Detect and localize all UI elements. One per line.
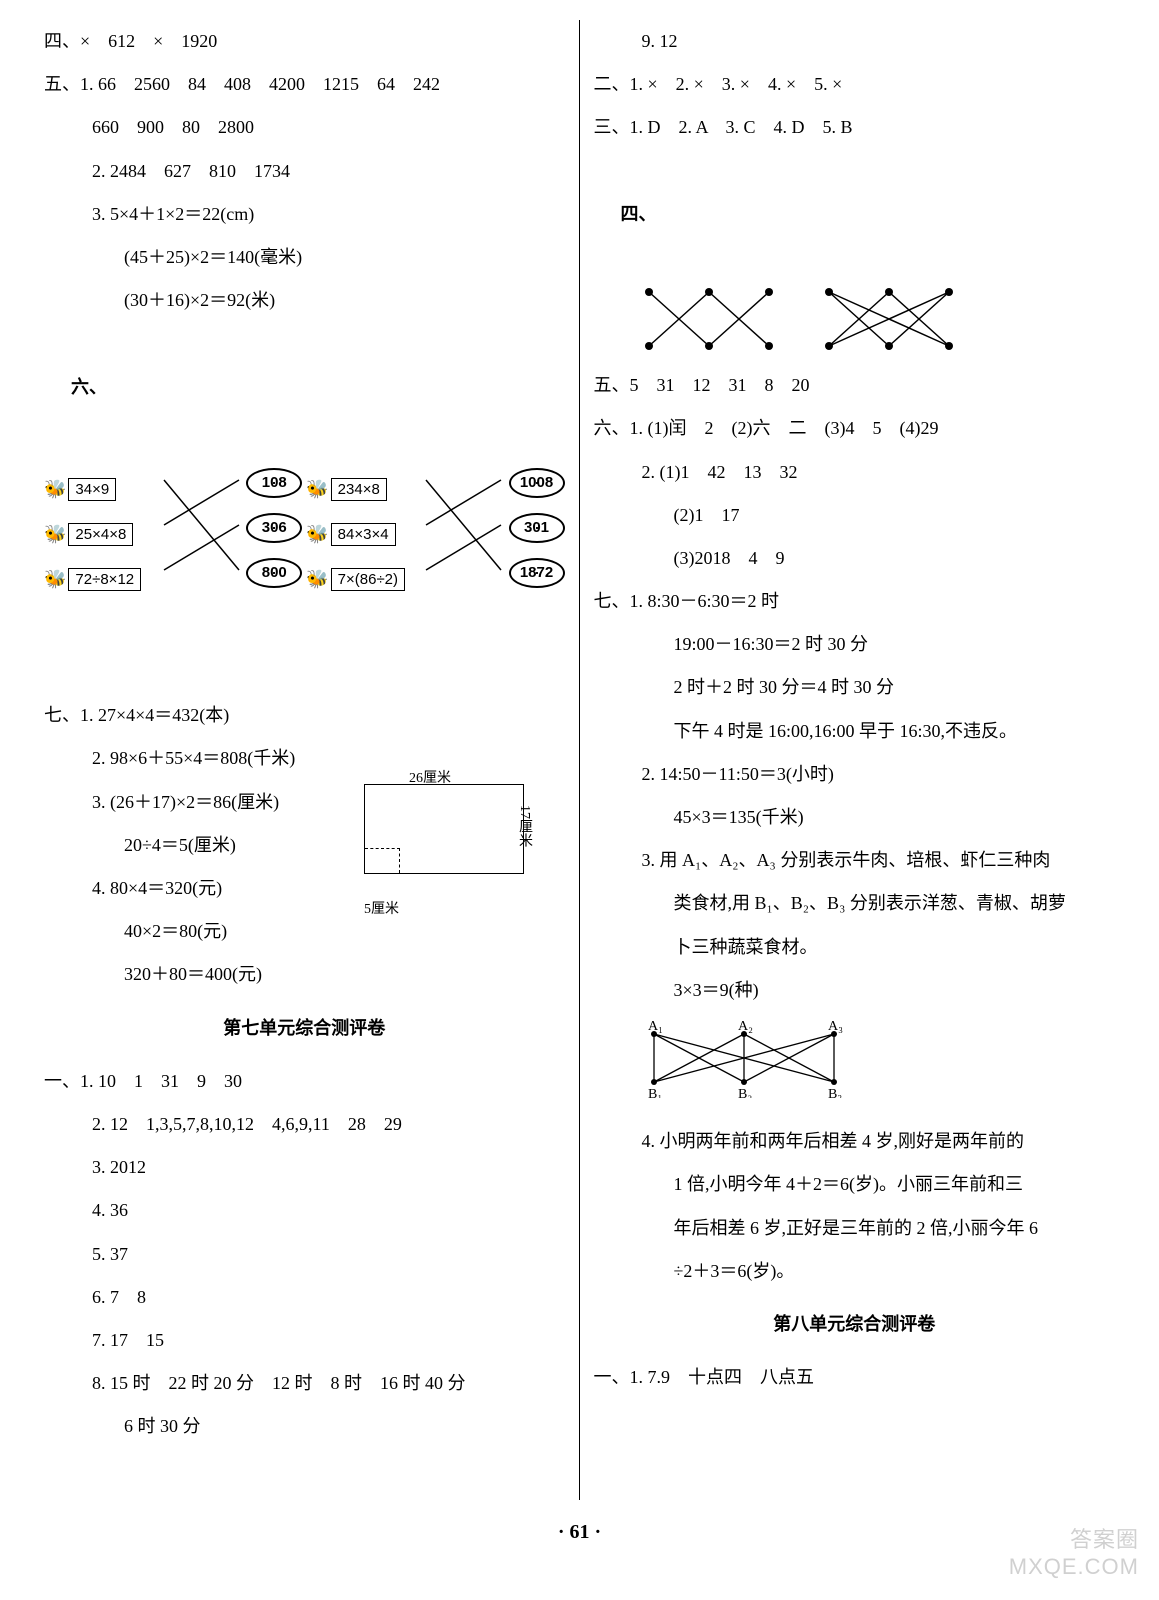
text-line: 660 900 80 2800 — [44, 106, 565, 149]
svg-text:B₃: B₃ — [828, 1087, 842, 1098]
watermark: 答案圈 MXQE.COM — [1009, 1527, 1139, 1580]
text-line: 4. 小明两年前和两年后相差 4 岁,刚好是两年前的 — [594, 1120, 1116, 1163]
text-line: 3×3＝9(种) — [594, 969, 1116, 1012]
cross-diagram-1 — [634, 284, 784, 354]
text-line: 六、1. (1)闰 2 (2)六 二 (3)4 5 (4)29 — [594, 407, 1116, 450]
text-line: 2. 2484 627 810 1734 — [44, 150, 565, 193]
text-line: 1 倍,小明今年 4＋2＝6(岁)。小丽三年前和三 — [594, 1163, 1116, 1206]
watermark-text: MXQE.COM — [1009, 1554, 1139, 1580]
text-line: 下午 4 时是 16:00,16:00 早于 16:30,不违反。 — [594, 710, 1116, 753]
text-line: (30＋16)×2＝92(米) — [44, 279, 565, 322]
text-line: ÷2＋3＝6(岁)。 — [594, 1250, 1116, 1293]
bipartite-diagram: A₁A₂A₃B₁B₂B₃ — [634, 1018, 874, 1098]
text-line: 卜三种蔬菜食材。 — [594, 926, 1116, 969]
text-line: 320＋80＝400(元) — [44, 953, 565, 996]
text-line: 2. 14:50－11:50＝3(小时) — [594, 753, 1116, 796]
text-line: 五、1. 66 2560 84 408 4200 1215 64 242 — [44, 63, 565, 106]
left-column: 四、× 612 × 1920 五、1. 66 2560 84 408 4200 … — [30, 20, 580, 1500]
section-six: 六、 🐝34×9🐝25×4×8🐝72÷8×12108306800🐝234×8🐝8… — [44, 322, 565, 694]
text-line: 7. 17 15 — [44, 1319, 565, 1362]
text-line: 二、1. × 2. × 3. × 4. × 5. × — [594, 63, 1116, 106]
text-line: 5. 37 — [44, 1233, 565, 1276]
text-line: 2. (1)1 42 13 32 — [594, 451, 1116, 494]
unit-title: 第八单元综合测评卷 — [594, 1303, 1116, 1346]
text-line: 类食材,用 B₁、B₂、B₃ 分别表示洋葱、青椒、胡萝 — [594, 882, 1116, 925]
watermark-text: 答案圈 — [1009, 1527, 1139, 1553]
text-line: 七、1. 8:30－6:30＝2 时 — [594, 580, 1116, 623]
text-line: 3. 5×4＋1×2＝22(cm) — [44, 193, 565, 236]
section-label: 四、 — [621, 204, 657, 224]
svg-text:B₂: B₂ — [738, 1087, 752, 1098]
right-column: 9. 12 二、1. × 2. × 3. × 4. × 5. × 三、1. D … — [580, 20, 1130, 1500]
text-line: 6 时 30 分 — [44, 1405, 565, 1448]
text-line: 40×2＝80(元) — [44, 910, 565, 953]
rectangle-figure: 26厘米 17厘米 5厘米 — [364, 784, 544, 904]
cross-diagrams — [634, 284, 1116, 354]
text-line: 3. 2012 — [44, 1146, 565, 1189]
svg-text:B₁: B₁ — [648, 1087, 662, 1098]
text-line: 45×3＝135(千米) — [594, 796, 1116, 839]
section-label: 六、 — [71, 377, 107, 397]
text-line: (45＋25)×2＝140(毫米) — [44, 236, 565, 279]
section-four: 四、 — [594, 150, 1116, 280]
text-line: 2. 12 1,3,5,7,8,10,12 4,6,9,11 28 29 — [44, 1103, 565, 1146]
text-line: (3)2018 4 9 — [594, 537, 1116, 580]
text-line: 2. 98×6＋55×4＝808(千米) — [44, 737, 565, 780]
text-line: 2 时＋2 时 30 分＝4 时 30 分 — [594, 666, 1116, 709]
cross-diagram-2 — [814, 284, 964, 354]
text-line: 19:00－16:30＝2 时 30 分 — [594, 623, 1116, 666]
text-line: 4. 36 — [44, 1189, 565, 1232]
matching-diagram: 🐝34×9🐝25×4×8🐝72÷8×12108306800🐝234×8🐝84×3… — [44, 458, 565, 598]
text-line: 6. 7 8 — [44, 1276, 565, 1319]
text-line: 七、1. 27×4×4＝432(本) — [44, 694, 565, 737]
text-line: 四、× 612 × 1920 — [44, 20, 565, 63]
dim-label: 5厘米 — [364, 893, 399, 927]
text-line: (2)1 17 — [594, 494, 1116, 537]
dim-label: 17厘米 — [507, 805, 541, 847]
text-line: 五、5 31 12 31 8 20 — [594, 364, 1116, 407]
text-line: 三、1. D 2. A 3. C 4. D 5. B — [594, 106, 1116, 149]
text-line: 一、1. 7.9 十点四 八点五 — [594, 1356, 1116, 1399]
text-line: 一、1. 10 1 31 9 30 — [44, 1060, 565, 1103]
text-line: 8. 15 时 22 时 20 分 12 时 8 时 16 时 40 分 — [44, 1362, 565, 1405]
unit-title: 第七单元综合测评卷 — [44, 1007, 565, 1050]
text-line: 3. 用 A₁、A₂、A₃ 分别表示牛肉、培根、虾仁三种肉 — [594, 839, 1116, 882]
page-number: · 61 · — [30, 1508, 1129, 1556]
text-line: 年后相差 6 岁,正好是三年前的 2 倍,小丽今年 6 — [594, 1207, 1116, 1250]
text-line: 9. 12 — [594, 20, 1116, 63]
